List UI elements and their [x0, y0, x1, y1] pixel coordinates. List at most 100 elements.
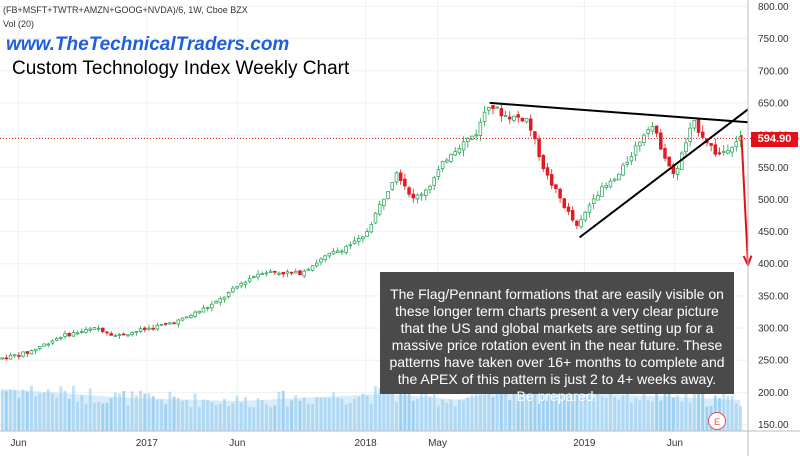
candle-body: [151, 327, 155, 330]
current-price-badge: 594.90: [751, 132, 798, 147]
candle-body: [591, 198, 596, 204]
volume-bar: [399, 391, 403, 431]
candle-body: [335, 250, 340, 253]
volume-bar: [449, 399, 453, 431]
candle-body: [256, 273, 260, 278]
volume-bar: [294, 395, 298, 431]
volume-bar: [134, 395, 138, 431]
candle-body: [46, 343, 50, 346]
candle-body: [554, 184, 558, 190]
volume-bar: [9, 389, 12, 431]
trendline-upper: [489, 101, 749, 124]
volume-bar: [315, 396, 319, 431]
candle-body: [252, 276, 256, 278]
candle-body: [491, 105, 495, 109]
candle-body: [520, 117, 525, 122]
volume-bar: [529, 391, 533, 431]
volume-bar: [126, 405, 130, 431]
volume-bar: [667, 389, 671, 431]
volume-bar: [311, 404, 314, 431]
y-tick-label: 200.00: [758, 388, 789, 399]
candle-layer: [0, 102, 743, 361]
volume-bar: [319, 397, 323, 431]
volume-bar: [651, 401, 654, 431]
volume-bar: [445, 402, 449, 431]
x-tick-label: Jun: [667, 438, 683, 449]
candle-body: [419, 193, 424, 196]
volume-bar: [638, 400, 642, 431]
candle-body: [403, 178, 407, 187]
candle-body: [617, 173, 621, 181]
volume-bar: [671, 397, 675, 431]
grid-layer: [0, 0, 748, 431]
volume-bar: [692, 390, 696, 431]
candle-body: [197, 310, 202, 314]
y-tick-label: 300.00: [758, 324, 789, 335]
volume-bar: [353, 398, 356, 431]
candle-body: [142, 327, 147, 331]
volume-bar: [621, 395, 625, 431]
candle-body: [105, 331, 109, 334]
candle-body: [289, 271, 294, 274]
volume-bar: [34, 396, 38, 431]
volume-bar: [231, 403, 235, 431]
volume-bar: [202, 399, 205, 431]
candle-body: [608, 180, 613, 188]
volume-bar: [277, 391, 281, 431]
candle-body: [310, 265, 315, 271]
volume-bar: [176, 397, 180, 431]
candle-body: [8, 354, 13, 360]
volume-bar: [726, 395, 730, 431]
candle-body: [231, 287, 235, 293]
volume-bar: [487, 384, 491, 431]
candle-body: [604, 185, 609, 188]
candle-body: [264, 272, 269, 275]
volume-bar: [684, 390, 688, 431]
candle-body: [285, 271, 290, 274]
candle-body: [503, 115, 508, 117]
candle-body: [356, 238, 361, 242]
candle-body: [59, 337, 63, 339]
volume-bar: [348, 402, 352, 431]
volume-bar: [466, 397, 470, 431]
candle-body: [528, 118, 533, 131]
volume-bar: [655, 390, 658, 431]
candle-body: [25, 351, 30, 354]
volume-bar: [676, 395, 679, 431]
volume-bar: [84, 403, 88, 431]
candle-body: [101, 327, 105, 333]
candle-body: [327, 252, 332, 257]
volume-bar: [281, 390, 285, 431]
volume-bar: [411, 400, 415, 431]
earnings-event-badge[interactable]: E: [708, 412, 726, 430]
candle-body: [67, 333, 71, 337]
volume-bar: [147, 393, 151, 431]
volume-bar: [575, 386, 579, 431]
candle-body: [117, 333, 122, 336]
candle-body: [390, 182, 395, 190]
candle-body: [696, 119, 701, 133]
candle-body: [575, 220, 579, 226]
candle-body: [524, 117, 529, 123]
candle-body: [675, 167, 680, 175]
candle-body: [323, 255, 327, 260]
volume-bar: [583, 396, 587, 431]
volume-bar: [432, 393, 436, 431]
volume-bar: [550, 370, 554, 431]
x-tick-label: 2017: [136, 438, 159, 449]
symbol-line: (FB+MSFT+TWTR+AMZN+GOOG+NVDA)/6, 1W, Cbo…: [3, 5, 248, 15]
volume-bar: [462, 400, 466, 431]
volume-bar: [260, 400, 264, 431]
volume-bar: [269, 407, 273, 431]
trendline-lower: [578, 108, 749, 239]
volume-bar: [663, 388, 667, 431]
candle-body: [38, 346, 42, 349]
candle-body: [319, 258, 323, 263]
y-tick-label: 250.00: [758, 356, 789, 367]
volume-bar: [504, 385, 507, 431]
volume-bar: [298, 400, 302, 431]
candle-body: [516, 114, 520, 118]
volume-bar: [248, 406, 252, 431]
volume-bar: [4, 391, 8, 431]
